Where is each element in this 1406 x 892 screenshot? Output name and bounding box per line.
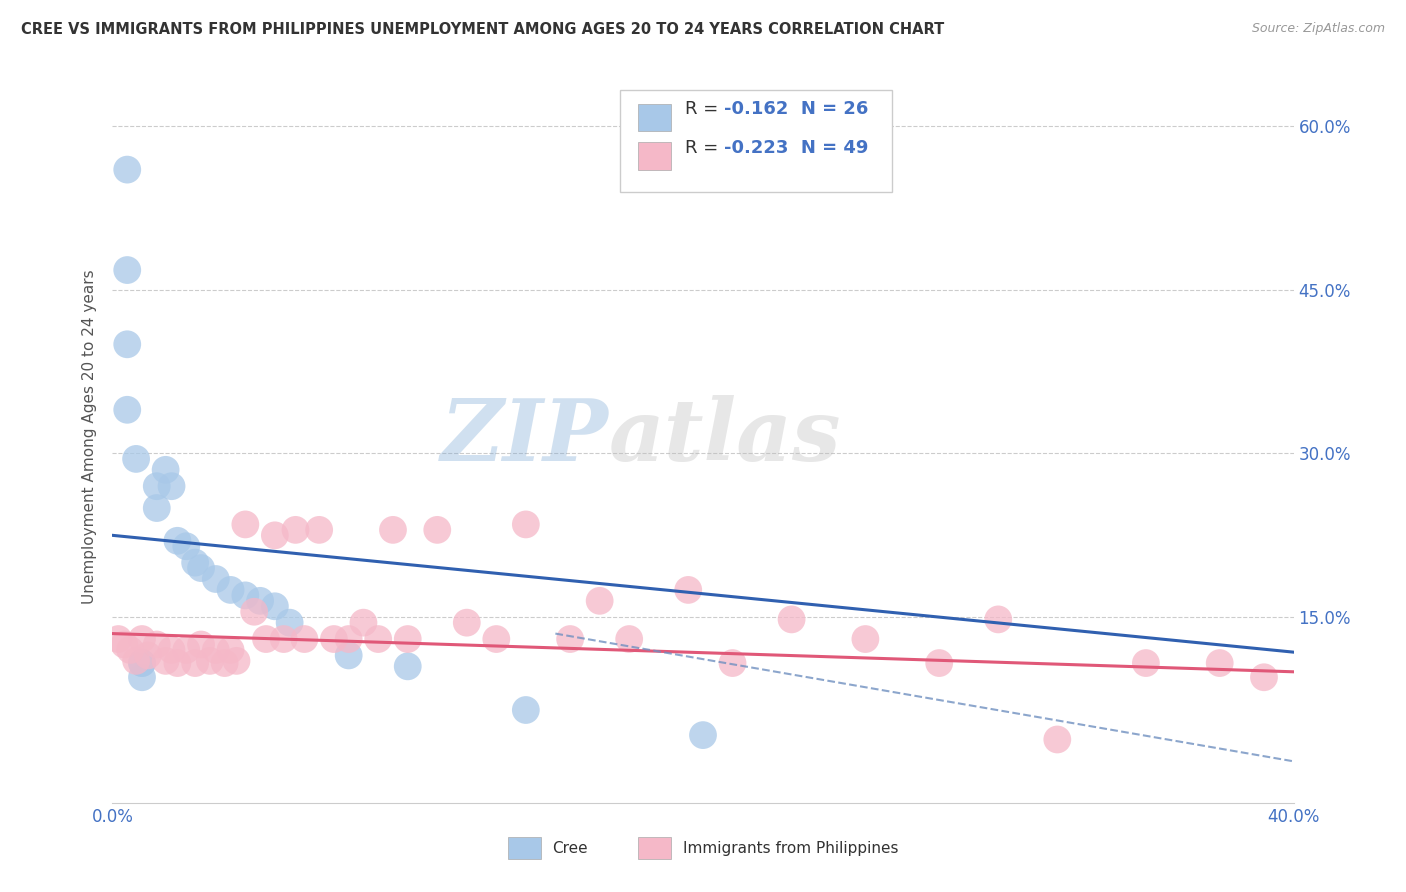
FancyBboxPatch shape bbox=[638, 103, 671, 131]
Point bbox=[456, 615, 478, 630]
Point bbox=[125, 654, 148, 668]
Point bbox=[120, 643, 142, 657]
Y-axis label: Unemployment Among Ages 20 to 24 years: Unemployment Among Ages 20 to 24 years bbox=[82, 269, 97, 605]
Point bbox=[426, 523, 449, 537]
Point bbox=[515, 517, 537, 532]
Point bbox=[219, 643, 242, 657]
Point bbox=[225, 654, 247, 668]
Point bbox=[155, 654, 177, 668]
Text: R =: R = bbox=[685, 139, 724, 157]
Point bbox=[233, 517, 256, 532]
Point bbox=[214, 656, 236, 670]
Point bbox=[273, 632, 295, 646]
Point bbox=[107, 632, 129, 646]
Point bbox=[174, 539, 197, 553]
Text: Immigrants from Philippines: Immigrants from Philippines bbox=[683, 840, 898, 855]
Point bbox=[292, 632, 315, 646]
Point bbox=[987, 612, 1010, 626]
FancyBboxPatch shape bbox=[620, 90, 891, 192]
FancyBboxPatch shape bbox=[508, 838, 541, 859]
Point bbox=[243, 605, 266, 619]
Text: Source: ZipAtlas.com: Source: ZipAtlas.com bbox=[1251, 22, 1385, 36]
Text: atlas: atlas bbox=[609, 395, 841, 479]
Point bbox=[136, 648, 159, 663]
Point bbox=[146, 479, 169, 493]
Point bbox=[249, 594, 271, 608]
Point bbox=[1208, 656, 1232, 670]
Point bbox=[264, 599, 287, 614]
FancyBboxPatch shape bbox=[638, 143, 671, 170]
Point bbox=[284, 523, 307, 537]
Point bbox=[485, 632, 508, 646]
Text: -0.162  N = 26: -0.162 N = 26 bbox=[724, 101, 869, 119]
Point bbox=[112, 638, 135, 652]
Point bbox=[219, 582, 242, 597]
Point bbox=[352, 615, 374, 630]
Point bbox=[855, 632, 877, 646]
FancyBboxPatch shape bbox=[638, 838, 671, 859]
Point bbox=[160, 479, 183, 493]
Point bbox=[780, 612, 803, 626]
Point bbox=[588, 594, 610, 608]
Point bbox=[117, 402, 138, 417]
Text: R =: R = bbox=[685, 101, 724, 119]
Point bbox=[515, 703, 537, 717]
Point bbox=[131, 670, 153, 684]
Point bbox=[166, 533, 188, 548]
Point bbox=[117, 162, 138, 177]
Point bbox=[166, 656, 188, 670]
Point bbox=[721, 656, 744, 670]
Point bbox=[692, 728, 714, 742]
Point bbox=[125, 451, 148, 466]
Point bbox=[382, 523, 405, 537]
Point bbox=[337, 632, 360, 646]
Point bbox=[174, 643, 197, 657]
Point bbox=[233, 588, 256, 602]
Point bbox=[367, 632, 389, 646]
Point bbox=[396, 659, 419, 673]
Point bbox=[323, 632, 346, 646]
Point bbox=[619, 632, 641, 646]
Point bbox=[160, 643, 183, 657]
Point bbox=[155, 463, 177, 477]
Point bbox=[1253, 670, 1275, 684]
Point bbox=[278, 615, 301, 630]
Text: Cree: Cree bbox=[551, 840, 588, 855]
Point bbox=[190, 638, 212, 652]
Text: CREE VS IMMIGRANTS FROM PHILIPPINES UNEMPLOYMENT AMONG AGES 20 TO 24 YEARS CORRE: CREE VS IMMIGRANTS FROM PHILIPPINES UNEM… bbox=[21, 22, 945, 37]
Point bbox=[678, 582, 700, 597]
Point bbox=[205, 643, 228, 657]
Point bbox=[184, 656, 207, 670]
Point bbox=[146, 638, 169, 652]
Point bbox=[308, 523, 330, 537]
Point bbox=[396, 632, 419, 646]
Point bbox=[184, 556, 207, 570]
Point bbox=[558, 632, 582, 646]
Point bbox=[254, 632, 277, 646]
Text: ZIP: ZIP bbox=[440, 395, 609, 479]
Text: -0.223  N = 49: -0.223 N = 49 bbox=[724, 139, 869, 157]
Point bbox=[198, 654, 221, 668]
Point bbox=[264, 528, 287, 542]
Point bbox=[131, 656, 153, 670]
Point bbox=[928, 656, 950, 670]
Point bbox=[131, 632, 153, 646]
Point bbox=[1046, 732, 1069, 747]
Point bbox=[190, 561, 212, 575]
Point bbox=[117, 263, 138, 277]
Point bbox=[1135, 656, 1157, 670]
Point bbox=[146, 501, 169, 516]
Point bbox=[117, 337, 138, 351]
Point bbox=[337, 648, 360, 663]
Point bbox=[131, 656, 153, 670]
Point bbox=[205, 572, 228, 586]
